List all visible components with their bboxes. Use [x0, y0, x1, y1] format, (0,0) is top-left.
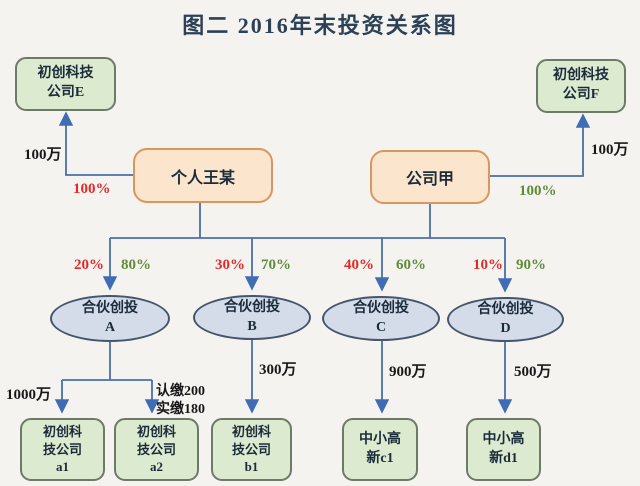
node-label: 中小高 — [482, 431, 525, 447]
label-c-to-c1-amount: 900万 — [389, 364, 427, 380]
label-b-to-b1-amount: 300万 — [259, 362, 297, 378]
node-label: A — [104, 319, 116, 335]
node-company-d1: 中小高 新d1 — [466, 418, 541, 481]
label-wang-to-e-amount: 100万 — [24, 147, 62, 163]
node-label: 个人王某 — [170, 169, 235, 187]
label-a-percent-red: 20% — [74, 257, 104, 273]
node-label: C — [375, 319, 387, 335]
node-company-f: 初创科技 公司F — [536, 59, 626, 113]
node-label: 合伙创投 — [353, 301, 409, 317]
label-a-to-a1-amount: 1000万 — [6, 387, 52, 403]
node-label: 技公司 — [42, 441, 82, 457]
node-label: 初创科 — [231, 424, 271, 440]
label-d-percent-red: 10% — [473, 257, 503, 273]
node-label: 公司甲 — [405, 171, 454, 188]
node-label: 技公司 — [136, 441, 176, 457]
label-a-to-a2-paid: 实缴180 — [156, 402, 205, 417]
node-partnership-c: 合伙创投 C — [322, 296, 440, 341]
label-jia-to-f-percent: 100% — [519, 183, 557, 199]
label-d-percent-green: 90% — [516, 257, 546, 273]
node-label: b1 — [244, 459, 259, 475]
node-label: 合伙创投 — [224, 300, 280, 316]
node-company-jia: 公司甲 — [370, 150, 490, 204]
node-partnership-d: 合伙创投 D — [447, 297, 564, 342]
label-d-to-d1-amount: 500万 — [514, 364, 552, 380]
label-b-percent-red: 30% — [215, 257, 245, 273]
node-label: 新d1 — [489, 450, 518, 466]
node-label: 公司F — [562, 87, 600, 102]
edge-jia-to-f — [490, 113, 591, 177]
diagram-title: 图二 2016年末投资关系图 — [182, 13, 458, 38]
node-label: 初创科 — [136, 424, 176, 440]
label-wang-to-e-percent: 100% — [73, 181, 111, 197]
node-company-e: 初创科技 公司E — [15, 57, 116, 111]
label-a-percent-green: 80% — [121, 257, 151, 273]
edge-wang-to-e — [58, 111, 133, 176]
node-label: 初创科技 — [553, 68, 609, 84]
label-c-percent-green: 60% — [396, 257, 426, 273]
node-label: 合伙创投 — [82, 301, 138, 317]
node-company-a2: 初创科 技公司 a2 — [114, 418, 199, 481]
label-a-to-a2-subscribed: 认缴200 — [156, 384, 205, 399]
node-label: 初创科 — [42, 424, 82, 440]
node-partnership-a: 合伙创投 A — [50, 295, 170, 342]
node-label: 初创科技 — [37, 66, 94, 82]
label-c-percent-red: 40% — [344, 257, 374, 273]
node-label: 技公司 — [231, 441, 271, 457]
node-partnership-b: 合伙创投 B — [193, 295, 311, 340]
node-person-wang: 个人王某 — [133, 148, 273, 203]
node-label: D — [500, 320, 511, 336]
label-jia-to-f-amount: 100万 — [591, 142, 629, 158]
node-label: a2 — [150, 459, 163, 475]
node-company-c1: 中小高 新c1 — [342, 418, 418, 481]
node-label: 中小高 — [359, 431, 401, 447]
node-label: 合伙创投 — [477, 302, 534, 318]
node-label: B — [247, 318, 257, 334]
node-label: 新c1 — [366, 450, 394, 466]
node-label: 公司E — [46, 85, 85, 100]
node-company-b1: 初创科 技公司 b1 — [211, 418, 292, 481]
label-b-percent-green: 70% — [261, 257, 291, 273]
node-label: a1 — [56, 459, 69, 475]
node-company-a1: 初创科 技公司 a1 — [20, 418, 105, 481]
